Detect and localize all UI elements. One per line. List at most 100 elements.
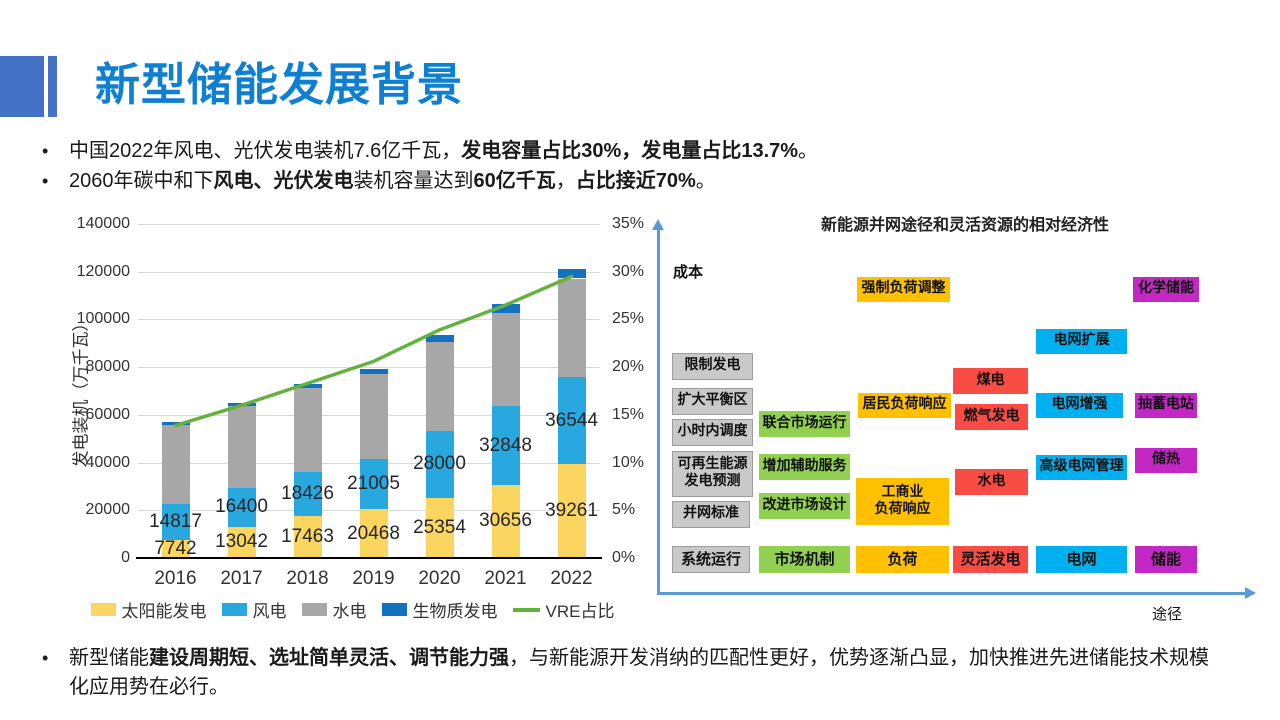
diagram-x-axis-arrowhead (1245, 587, 1256, 599)
bar-segment-生物质发电 (227, 402, 256, 407)
bar-segment-太阳能发电 (227, 526, 256, 558)
bullet-text-segment: 发电容量占比30%，发电量占比13.7% (461, 140, 799, 162)
bullet-text-segment: 风电、光伏发电 (213, 170, 354, 192)
y-axis-tick-right: 20% (612, 358, 645, 376)
y-axis-tick-right: 5% (612, 501, 636, 519)
bar-value-label: 39261 (545, 500, 598, 522)
legend-item: 水电 (301, 597, 367, 622)
page-title: 新型储能发展背景 (95, 59, 464, 110)
bar-value-label: 13042 (215, 531, 268, 553)
legend-label: 太阳能发电 (121, 602, 207, 621)
x-axis-label: 2021 (484, 568, 527, 589)
legend-item: VRE占比 (512, 597, 614, 622)
y-axis-tick-left: 80000 (85, 358, 131, 376)
gridline (138, 271, 600, 273)
y-axis-tick-right: 30% (612, 262, 645, 280)
diagram-box: 电网扩展 (1036, 329, 1127, 354)
x-axis-baseline (136, 557, 602, 559)
title-accent-bar (48, 56, 57, 117)
chart-y-axis-title: 发电装机（万千瓦） (71, 314, 91, 468)
bullet-text-segment: 。 (695, 170, 716, 192)
x-axis-label: 2022 (550, 568, 593, 589)
legend-swatch (90, 603, 116, 616)
bar-segment-生物质发电 (359, 368, 388, 374)
bullet-text-segment: ，与新能源开发消纳的匹配性更好，优势逐渐凸显，加快推进先进储能技术规模化应用势在… (69, 647, 1209, 698)
bullet-text-segment: 占比接近70% (575, 170, 696, 192)
bullet-text-segment: ， (555, 170, 576, 192)
diagram-title: 新能源并网途径和灵活资源的相对经济性 (820, 217, 1109, 234)
top-bullet-list: • 中国2022年风电、光伏发电装机7.6亿千瓦，发电容量占比30%，发电量占比1… (42, 136, 1232, 196)
legend-swatch (301, 603, 327, 616)
bar-value-label: 18426 (281, 483, 334, 505)
y-axis-tick-right: 35% (612, 215, 645, 232)
chart-legend: 太阳能发电 风电 水电 生物质发电 VRE占比 (75, 597, 630, 622)
bar-segment-太阳能发电 (557, 464, 586, 558)
diagram-y-axis (657, 229, 660, 595)
diagram-path-label: 途径 (1152, 607, 1183, 623)
bar-segment-风电 (227, 487, 256, 527)
bar-value-label: 14817 (149, 510, 202, 532)
diagram-box: 工商业 负荷响应 (856, 478, 949, 525)
y-axis-tick-left: 0 (121, 549, 130, 566)
title-accent-block (0, 56, 44, 117)
bar-segment-风电 (161, 504, 190, 540)
capacity-chart: 发电装机（万千瓦） 140000 35% 120000 30% 100000 25% 800… (60, 205, 655, 625)
bar-value-label: 36544 (545, 409, 598, 431)
bar-value-label: 7742 (154, 537, 197, 559)
y-axis-tick-right: 10% (612, 453, 645, 471)
bullet-text: 2060年碳中和下风电、光伏发电装机容量达到60亿千瓦，占比接近70%。 (69, 166, 716, 196)
y-axis-tick-right: 25% (612, 310, 645, 328)
bar-segment-水电 (557, 278, 586, 378)
bar-segment-水电 (293, 388, 322, 473)
legend-label: 风电 (252, 602, 287, 621)
diagram-box: 电网增强 (1036, 393, 1123, 418)
y-axis-tick-left: 20000 (85, 501, 131, 519)
bullet-text-segment: 。 (798, 140, 819, 162)
diagram-box: 强制负荷调整 (857, 277, 950, 302)
bullet-item: • 新型储能建设周期短、选址简单灵活、调节能力强，与新能源开发消纳的匹配性更好，优… (42, 644, 1222, 702)
bar-segment-风电 (359, 459, 388, 510)
bullet-marker: • (42, 141, 49, 161)
bar-segment-太阳能发电 (359, 509, 388, 558)
legend-swatch (221, 603, 247, 616)
bullet-text-segment: 新型储能 (69, 647, 149, 669)
diagram-box: 负荷 (856, 546, 949, 573)
diagram-box: 扩大平衡区 (672, 388, 753, 415)
y-axis-tick-left: 140000 (76, 215, 130, 232)
x-axis-label: 2018 (286, 568, 329, 589)
bar-segment-生物质发电 (557, 268, 586, 279)
diagram-box: 限制发电 (672, 353, 753, 380)
bullet-text-segment: 建设周期短、选址简单灵活、调节能力强 (149, 647, 509, 669)
diagram-box: 市场机制 (759, 546, 850, 573)
bottom-bullet-list: • 新型储能建设周期短、选址简单灵活、调节能力强，与新能源开发消纳的匹配性更好，优… (42, 644, 1222, 702)
diagram-box: 化学储能 (1133, 277, 1199, 302)
legend-label: 水电 (332, 602, 367, 621)
diagram-box: 高级电网管理 (1036, 455, 1127, 480)
y-axis-tick-right: 15% (612, 405, 645, 423)
bullet-text-segment: 60亿千瓦 (473, 170, 556, 192)
bar-value-label: 28000 (413, 453, 466, 475)
bullet-text-segment: 装机容量达到 (353, 170, 474, 192)
diagram-box: 并网标准 (672, 501, 750, 528)
bar-segment-太阳能发电 (491, 484, 520, 558)
y-axis-tick-left: 40000 (85, 453, 131, 471)
bar-segment-水电 (227, 406, 256, 488)
bullet-text: 中国2022年风电、光伏发电装机7.6亿千瓦，发电容量占比30%，发电量占比13… (69, 136, 818, 166)
legend-item: 生物质发电 (381, 597, 498, 622)
bullet-marker: • (42, 648, 49, 668)
bullet-item: • 2060年碳中和下风电、光伏发电装机容量达到60亿千瓦，占比接近70%。 (42, 166, 1232, 196)
bar-segment-生物质发电 (293, 384, 322, 389)
bullet-marker: • (42, 171, 49, 191)
diagram-box: 小时内调度 (672, 419, 753, 446)
x-axis-label: 2016 (154, 568, 197, 589)
diagram-box: 灵活发电 (953, 546, 1028, 573)
gridline (138, 224, 600, 225)
diagram-box: 可再生能源 发电预测 (672, 451, 753, 497)
diagram-box: 系统运行 (672, 546, 750, 573)
bar-segment-生物质发电 (491, 304, 520, 314)
legend-label: 生物质发电 (412, 602, 498, 621)
diagram-box: 抽蓄电站 (1135, 393, 1197, 418)
x-axis-label: 2019 (352, 568, 395, 589)
diagram-box: 储热 (1135, 448, 1197, 473)
y-axis-tick-right: 0% (612, 549, 636, 566)
